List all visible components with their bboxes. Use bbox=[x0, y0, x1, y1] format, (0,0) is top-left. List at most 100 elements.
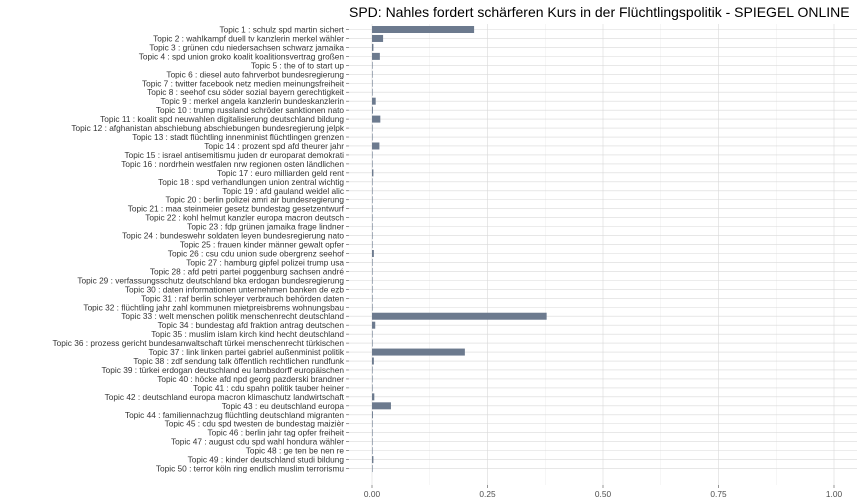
bar bbox=[372, 115, 381, 123]
bar bbox=[372, 214, 373, 222]
category-label: Topic 16 : nordrhein westfalen nrw regio… bbox=[121, 159, 344, 169]
bar bbox=[372, 250, 374, 257]
category-label: Topic 10 : trump russland schröder sankt… bbox=[156, 105, 345, 115]
category-label: Topic 49 : kinder deutschland studi bild… bbox=[188, 455, 345, 465]
bar bbox=[372, 205, 373, 213]
bar bbox=[372, 285, 373, 293]
x-tick-label: 0.75 bbox=[710, 489, 727, 499]
bar bbox=[372, 393, 375, 401]
category-label: Topic 43 : eu deutschland europa bbox=[222, 401, 345, 411]
category-label: Topic 45 : cdu spd twesten de bundestag … bbox=[165, 419, 345, 429]
category-label: Topic 19 : afd gauland weidel alic bbox=[222, 186, 344, 196]
category-label: Topic 29 : verfassungsschutz deutschland… bbox=[77, 275, 344, 285]
category-label: Topic 34 : bundestag afd fraktion antrag… bbox=[158, 320, 345, 330]
bar bbox=[372, 339, 373, 347]
category-label: Topic 20 : berlin polizei amri air bunde… bbox=[166, 195, 345, 205]
category-label: Topic 23 : fdp grünen jamaika frage lind… bbox=[187, 222, 344, 232]
bar bbox=[372, 142, 380, 150]
category-label: Topic 9 : merkel angela kanzlerin bundes… bbox=[160, 96, 344, 106]
category-label: Topic 6 : diesel auto fahrverbot bundesr… bbox=[166, 69, 344, 79]
category-label: Topic 30 : daten informationen unternehm… bbox=[125, 284, 344, 294]
category-label: Topic 18 : spd verhandlungen union zentr… bbox=[158, 177, 344, 187]
bar bbox=[372, 276, 373, 284]
category-label: Topic 25 : frauen kinder männer gewalt o… bbox=[180, 240, 344, 250]
bar bbox=[372, 160, 373, 168]
bar bbox=[372, 70, 373, 78]
x-tick-label: 0.00 bbox=[364, 489, 381, 499]
bar bbox=[372, 465, 373, 473]
bar bbox=[372, 133, 373, 141]
category-label: Topic 4 : spd union groko koalit koaliti… bbox=[139, 51, 345, 61]
bar bbox=[372, 178, 373, 186]
bar bbox=[372, 411, 373, 419]
bar bbox=[372, 223, 373, 231]
bar bbox=[372, 187, 373, 195]
bar bbox=[372, 429, 373, 437]
category-label: Topic 42 : deutschland europa macron kli… bbox=[105, 392, 345, 402]
bar bbox=[372, 303, 373, 311]
chart-title: SPD: Nahles fordert schärferen Kurs in d… bbox=[349, 4, 850, 20]
category-label: Topic 38 : zdf sendung talk öffentlich r… bbox=[133, 356, 344, 366]
category-label: Topic 28 : afd petri partei poggenburg s… bbox=[150, 266, 345, 276]
bar bbox=[372, 294, 373, 302]
bar bbox=[372, 232, 373, 240]
bar bbox=[372, 321, 376, 329]
bar bbox=[372, 456, 374, 464]
x-tick-label: 0.25 bbox=[479, 489, 496, 499]
category-label: Topic 36 : prozess gericht bundesanwalts… bbox=[53, 338, 345, 348]
category-label: Topic 26 : csu cdu union sude obergrenz … bbox=[168, 249, 345, 259]
category-label: Topic 35 : muslim islam kirch kind hecht… bbox=[151, 329, 344, 339]
category-label: Topic 14 : prozent spd afd theurer jahr bbox=[204, 141, 344, 151]
category-label: Topic 44 : familiennachzug flüchtling de… bbox=[125, 410, 344, 420]
bar bbox=[372, 106, 373, 114]
bar bbox=[372, 26, 475, 33]
bar bbox=[372, 312, 547, 320]
bar bbox=[372, 267, 373, 275]
category-label: Topic 46 : berlin jahr tag opfer freihei… bbox=[207, 428, 344, 438]
bar bbox=[372, 357, 374, 365]
bar bbox=[372, 438, 373, 446]
category-label: Topic 8 : seehof csu söder sozial bayern… bbox=[147, 87, 345, 97]
category-label: Topic 21 : maa steinmeier gesetz bundest… bbox=[128, 204, 345, 214]
bar bbox=[372, 402, 391, 410]
category-label: Topic 48 : ge ten be nen re bbox=[246, 446, 345, 456]
gridlines bbox=[349, 24, 857, 485]
category-label: Topic 24 : bundeswehr soldaten leyen bun… bbox=[122, 231, 344, 241]
category-label: Topic 2 : wahlkampf duell tv kanzlerin m… bbox=[153, 33, 344, 43]
x-axis: 0.00 0.25 0.50 0.75 1.00 bbox=[364, 485, 843, 499]
bar bbox=[372, 375, 373, 383]
category-label: Topic 33 : welt menschen politik mensche… bbox=[121, 311, 344, 321]
category-label: Topic 7 : twitter facebook netz medien m… bbox=[142, 78, 345, 88]
bar bbox=[372, 124, 373, 132]
category-label: Topic 27 : hamburg gipfel polizei trump … bbox=[186, 257, 344, 267]
bar bbox=[372, 43, 374, 51]
bar bbox=[372, 241, 373, 249]
bar bbox=[372, 420, 373, 428]
bar bbox=[372, 447, 373, 455]
category-label: Topic 39 : türkei erdogan deutschland eu… bbox=[102, 365, 345, 375]
x-tick-label: 1.00 bbox=[826, 489, 843, 499]
bar bbox=[372, 79, 373, 87]
category-label: Topic 1 : schulz spd martin sichert bbox=[219, 25, 344, 35]
category-label: Topic 11 : koalit spd neuwahlen digitali… bbox=[100, 114, 344, 124]
bar bbox=[372, 88, 373, 96]
category-label: Topic 40 : höcke afd npd georg pazderski… bbox=[157, 374, 344, 384]
bar bbox=[372, 34, 384, 42]
category-label: Topic 50 : terror köln ring endlich musl… bbox=[156, 464, 345, 474]
bar bbox=[372, 61, 373, 69]
bar bbox=[372, 384, 373, 392]
category-label: Topic 5 : the of to start up bbox=[251, 60, 345, 70]
bar bbox=[372, 196, 373, 204]
category-label: Topic 31 : raf berlin schleyer verbrauch… bbox=[141, 293, 344, 303]
bar bbox=[372, 258, 373, 266]
category-label: Topic 15 : israel antisemitismu juden dr… bbox=[124, 150, 344, 160]
category-label: Topic 17 : euro milliarden geld rent bbox=[217, 168, 345, 178]
category-label: Topic 41 : cdu spahn politik tauber hein… bbox=[193, 383, 344, 393]
bar bbox=[372, 151, 373, 159]
y-axis: Topic 1 : schulz spd martin sichertTopic… bbox=[53, 25, 349, 474]
bar bbox=[372, 52, 380, 60]
category-label: Topic 32 : flüchtling jahr zahl kommunen… bbox=[83, 302, 344, 312]
bar bbox=[372, 169, 374, 177]
category-label: Topic 37 : link linken partei gabriel au… bbox=[148, 347, 344, 357]
